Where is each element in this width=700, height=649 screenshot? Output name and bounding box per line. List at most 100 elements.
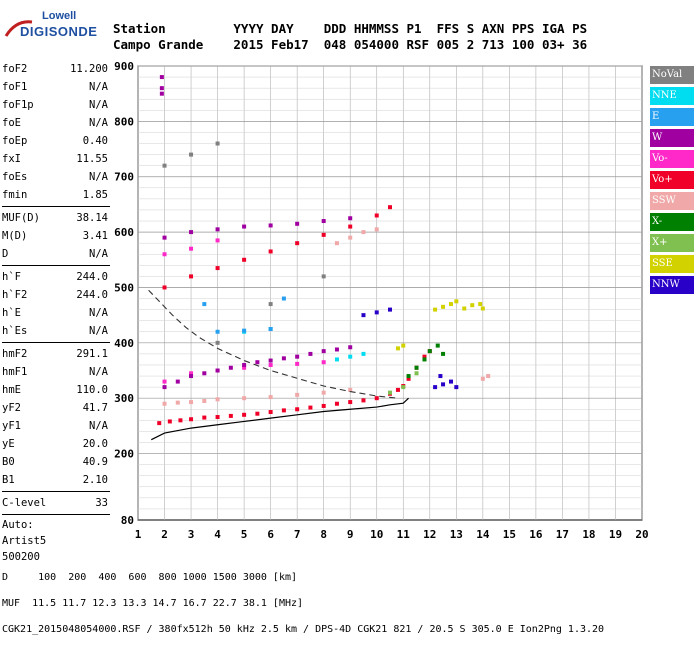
param-value: N/A: [89, 117, 108, 129]
data-point-w: [162, 385, 167, 390]
data-point-vo-: [189, 371, 194, 376]
param-row-clevel: C-level 33: [2, 494, 108, 512]
x-tick-label: 7: [294, 528, 301, 541]
param-value: N/A: [89, 248, 108, 260]
param-key: h`F: [2, 271, 21, 283]
param-key: foF1: [2, 81, 28, 93]
data-point-vo-: [321, 360, 326, 365]
data-point-vo+: [321, 403, 326, 408]
data-point-ssw: [202, 398, 207, 403]
param-key: yE: [2, 438, 15, 450]
param-separator: [2, 491, 110, 492]
dashed-curve: [148, 289, 399, 399]
param-value: 11.55: [76, 153, 108, 165]
data-point-sse: [480, 306, 485, 311]
data-point-vo+: [215, 266, 220, 271]
legend-item-xplus: X+: [650, 234, 694, 252]
data-point-vo+: [167, 419, 172, 424]
param-value: N/A: [89, 420, 108, 432]
data-point-vo+: [348, 400, 353, 405]
data-point-nnw: [361, 313, 366, 318]
param-row-he: h`E N/A: [2, 304, 108, 322]
data-point-w: [295, 354, 300, 359]
param-value: 3.41: [82, 230, 108, 242]
data-point-ssw: [295, 392, 300, 397]
data-point-w: [268, 358, 273, 363]
param-row-mufd: MUF(D) 38.14: [2, 209, 108, 227]
data-point-ssw: [374, 227, 379, 232]
data-point-sse: [433, 307, 438, 312]
data-point-w: [228, 365, 233, 370]
param-value: 2.10: [82, 474, 108, 486]
param-separator: [2, 206, 110, 207]
data-point-w: [159, 86, 164, 91]
data-point-vo+: [361, 398, 366, 403]
data-point-w: [255, 360, 260, 365]
param-row-hmf1: hmF1 N/A: [2, 363, 108, 381]
data-point-vo+: [189, 417, 194, 422]
param-key: foEp: [2, 135, 28, 147]
param-value: 244.0: [76, 289, 108, 301]
param-row-d: D N/A: [2, 245, 108, 263]
data-point-w: [348, 345, 353, 350]
y-tick-label: 400: [114, 337, 134, 350]
data-point-w: [215, 227, 220, 232]
data-point-vo+: [308, 405, 313, 410]
data-point-nnw: [433, 385, 438, 390]
x-tick-label: 9: [347, 528, 354, 541]
data-point-sse: [454, 299, 459, 304]
param-version: 500200: [2, 551, 40, 563]
param-artist: Artist5: [2, 535, 47, 547]
param-key: h`Es: [2, 325, 28, 337]
y-tick-label: 80: [121, 514, 134, 527]
param-key: M(D): [2, 230, 28, 242]
legend-item-nne: NNE: [650, 87, 694, 105]
header-row-labels: Station YYYY DAY DDD HHMMSS P1 FFS S AXN…: [113, 21, 588, 36]
x-tick-label: 13: [450, 528, 463, 541]
logo-text-lowell: Lowell: [42, 10, 77, 22]
param-value: 0.40: [82, 135, 108, 147]
data-point-w: [281, 356, 286, 361]
param-row-hf: h`F 244.0: [2, 268, 108, 286]
y-tick-label: 900: [114, 60, 134, 73]
data-point-vo+: [281, 408, 286, 413]
data-point-sse: [395, 346, 400, 351]
param-key: foEs: [2, 171, 28, 183]
x-tick-label: 18: [582, 528, 595, 541]
data-point-e: [268, 326, 273, 331]
data-point-vo-: [242, 365, 247, 370]
x-tick-label: 20: [635, 528, 648, 541]
data-point-ssw: [215, 397, 220, 402]
param-value: 41.7: [82, 402, 108, 414]
param-row-foes: foEs N/A: [2, 168, 108, 186]
param-value: 1.85: [82, 189, 108, 201]
param-value: N/A: [89, 99, 108, 111]
param-value: 20.0: [82, 438, 108, 450]
x-tick-label: 17: [556, 528, 569, 541]
data-point-ssw: [486, 374, 491, 379]
data-point-vo+: [348, 224, 353, 229]
param-row-fof1p: foF1p N/A: [2, 96, 108, 114]
data-point-nnw: [374, 310, 379, 315]
param-row-hf2: h`F2 244.0: [2, 286, 108, 304]
param-auto-label: Auto:: [2, 519, 34, 531]
data-point-vo-: [189, 246, 194, 251]
legend: NoVal NNE E W Vo- Vo+ SSW X- X+ SSE NNW: [650, 66, 694, 297]
data-point-e: [202, 302, 207, 307]
x-tick-label: 8: [320, 528, 327, 541]
data-point-w: [215, 368, 220, 373]
data-point-vo+: [321, 232, 326, 237]
data-point-vo+: [374, 213, 379, 218]
param-key: h`F2: [2, 289, 28, 301]
y-tick-label: 600: [114, 226, 134, 239]
param-row-hes: h`Es N/A: [2, 322, 108, 340]
x-tick-label: 11: [397, 528, 411, 541]
param-key: hmF2: [2, 348, 28, 360]
ionogram-chart: 1 2 3 4 5 6 7 8 9 10 11 12 13 14 15 16 17 18 19 20802003004…: [114, 60, 649, 541]
param-key: C-level: [2, 497, 47, 509]
data-point-w: [189, 230, 194, 235]
data-point-w: [202, 371, 207, 376]
data-point-vo-: [162, 379, 167, 384]
y-tick-label: 300: [114, 392, 134, 405]
data-point-vo+: [202, 415, 207, 420]
